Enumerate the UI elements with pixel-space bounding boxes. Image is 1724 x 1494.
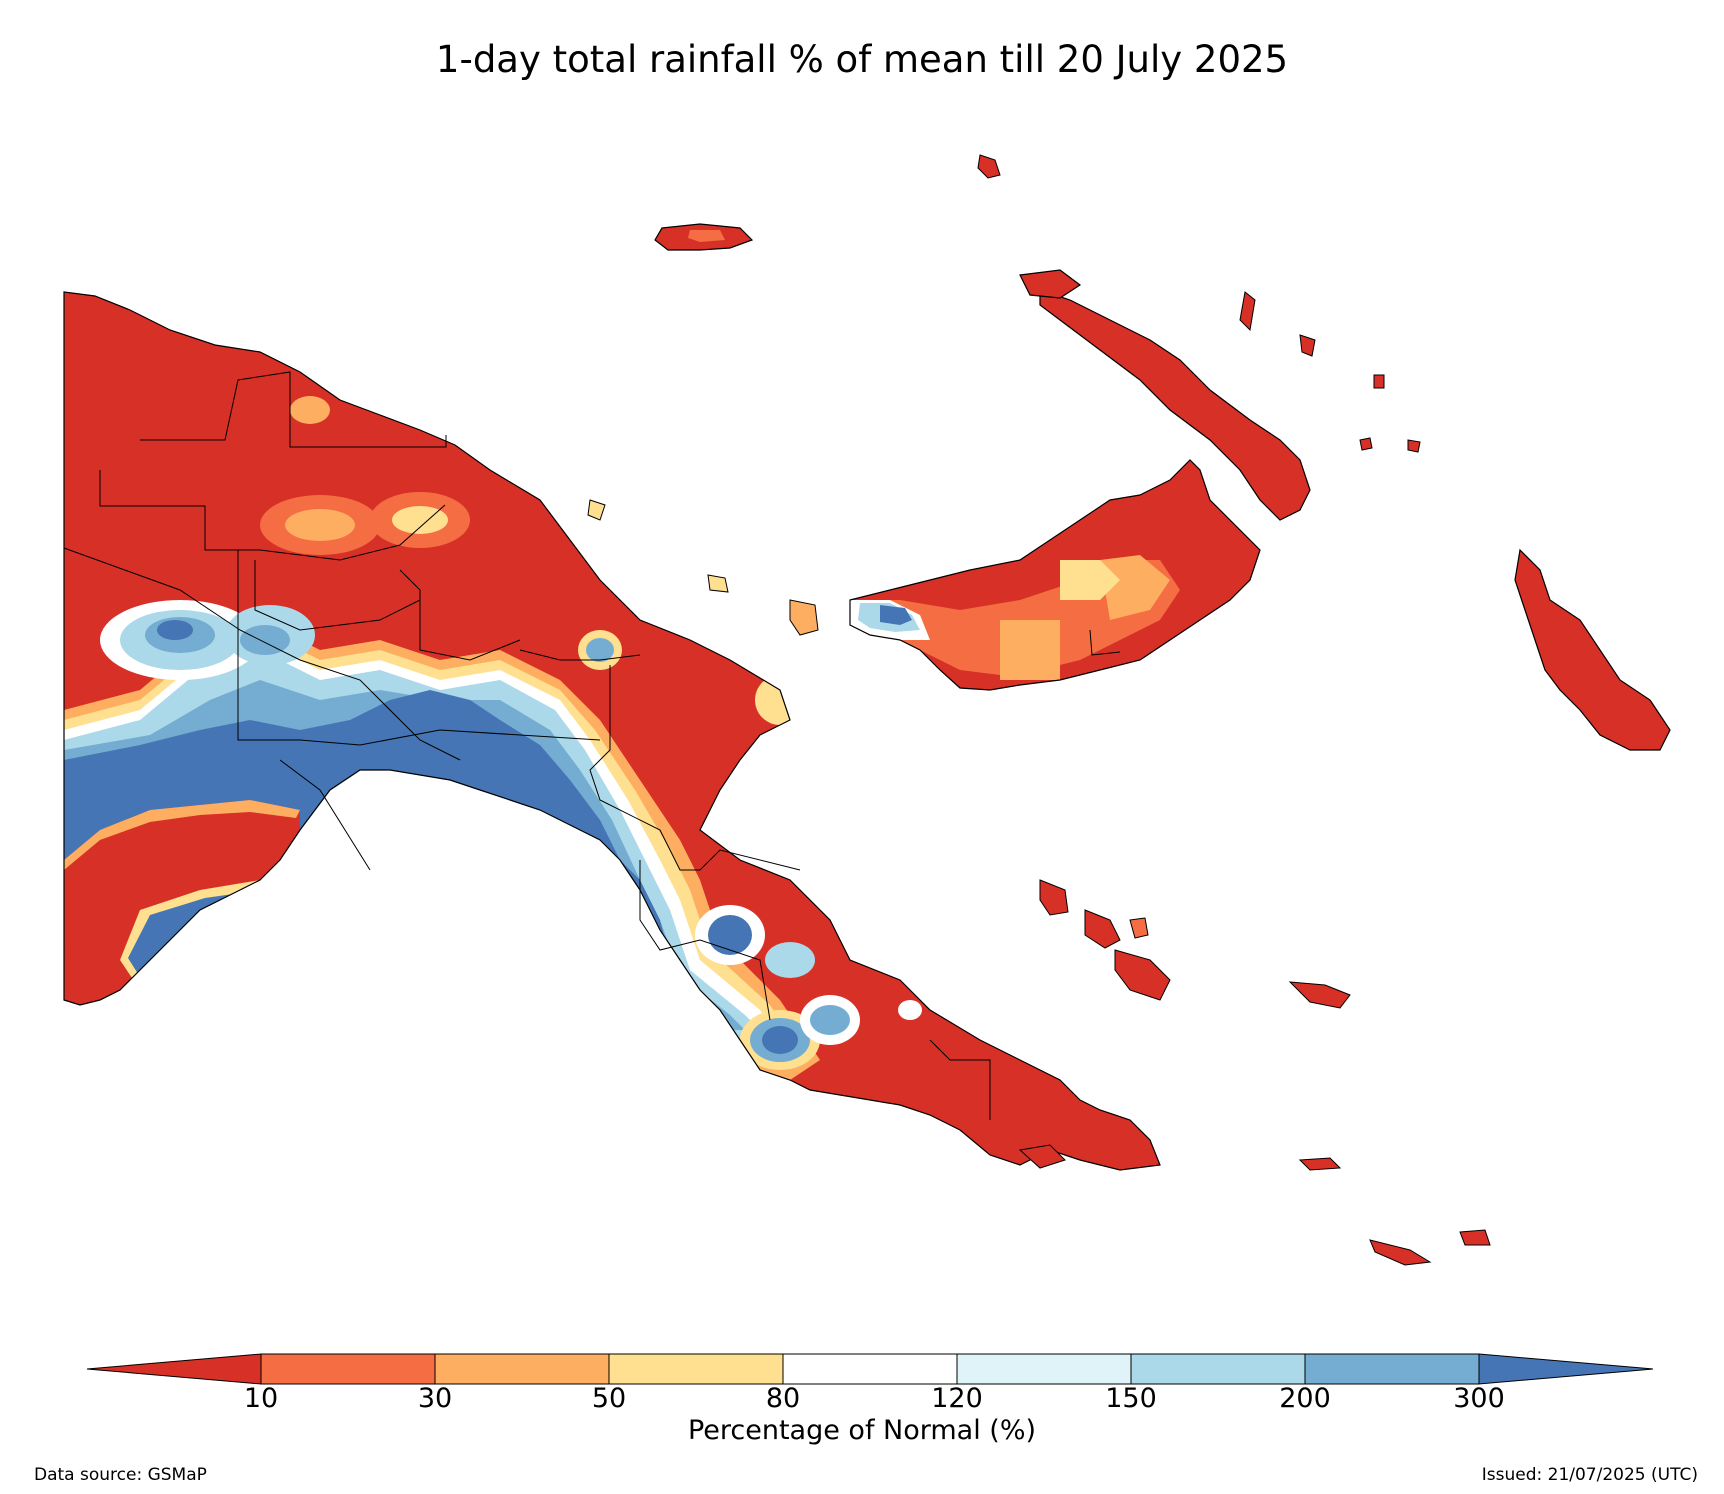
map-title: 1-day total rainfall % of mean till 20 J… (435, 38, 1289, 81)
new-hanover-island (1019, 269, 1082, 299)
new-britain-coastline (849, 459, 1261, 691)
new-ireland-island (1039, 289, 1311, 521)
colorbar-segment-120-150 (956, 1353, 1132, 1385)
colorbar-segment-30-50 (434, 1353, 610, 1385)
colorbar (86, 1353, 1654, 1385)
colorbar-tick-80: 80 (765, 1383, 801, 1414)
colorbar-extend-high (1478, 1353, 1654, 1385)
colorbar-segment-80-120 (782, 1353, 958, 1385)
colorbar-tick-50: 50 (591, 1383, 627, 1414)
bougainville-island (1514, 548, 1671, 751)
colorbar-tick-10: 10 (243, 1383, 279, 1414)
mainland-coastline (63, 291, 1161, 1171)
data-source-note: Data source: GSMaP (34, 1465, 207, 1485)
issued-date-note: Issued: 21/07/2025 (UTC) (1481, 1465, 1698, 1485)
rainfall-map (63, 154, 1671, 1266)
colorbar-tick-30: 30 (417, 1383, 453, 1414)
colorbar-tick-200: 200 (1279, 1383, 1331, 1414)
colorbar-segment-200-300 (1304, 1353, 1480, 1385)
colorbar-segment-10-30 (260, 1353, 436, 1385)
colorbar-label: Percentage of Normal (%) (687, 1415, 1037, 1446)
colorbar-segment-150-200 (1130, 1353, 1306, 1385)
colorbar-extend-low (86, 1353, 262, 1385)
colorbar-tick-300: 300 (1453, 1383, 1505, 1414)
colorbar-tick-120: 120 (931, 1383, 983, 1414)
province-boundaries (63, 371, 991, 1120)
small-islands (587, 154, 1491, 1266)
colorbar-segment-50-80 (608, 1353, 784, 1385)
colorbar-tick-150: 150 (1105, 1383, 1157, 1414)
